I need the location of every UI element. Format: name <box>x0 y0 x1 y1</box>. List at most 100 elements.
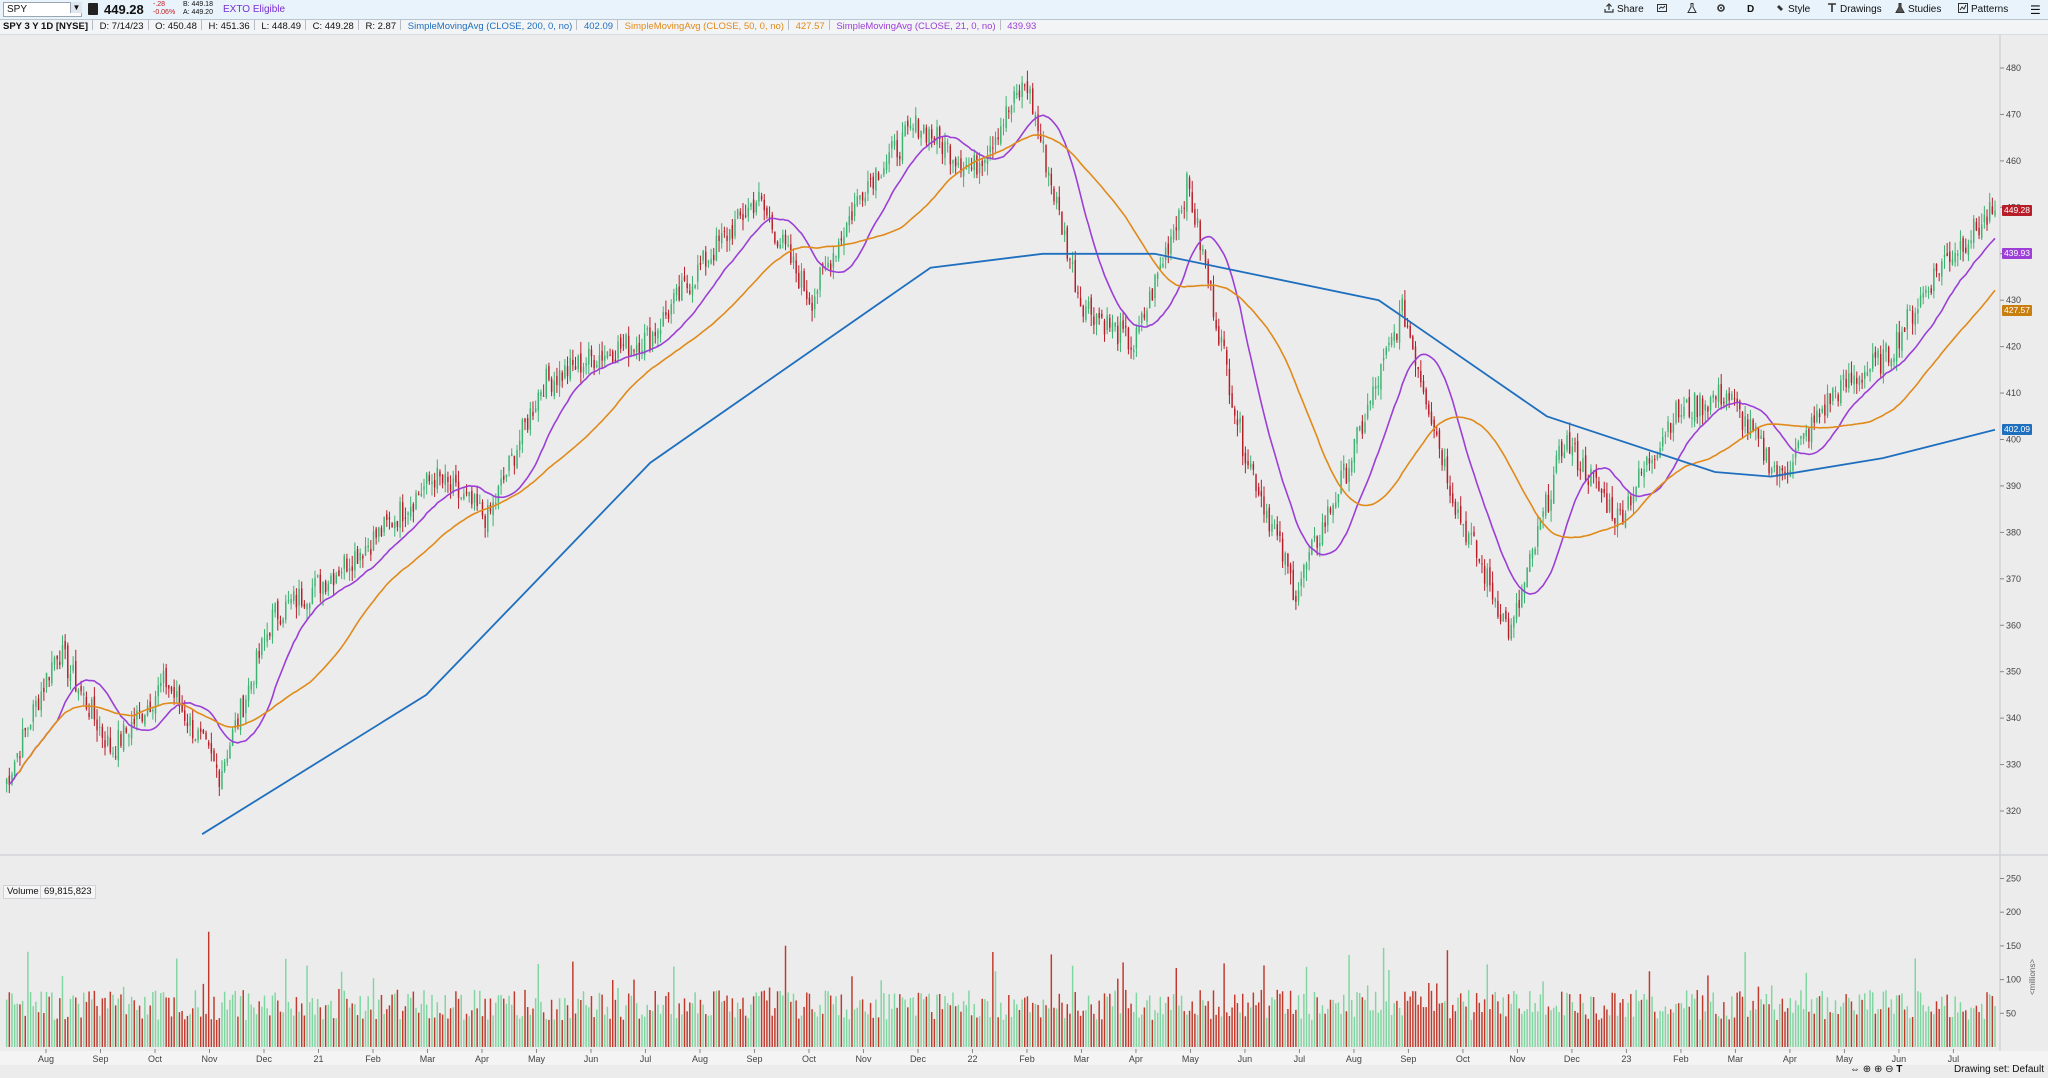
volume-bar <box>213 996 215 1047</box>
study-sma200-label[interactable]: SimpleMovingAvg (CLOSE, 200, 0, no) <box>407 21 573 32</box>
symbol-dropdown-icon[interactable]: ▼ <box>70 2 82 13</box>
volume-bar <box>1398 1007 1401 1047</box>
volume-bar <box>1255 1005 1257 1047</box>
candle-body <box>1114 322 1116 327</box>
candle-body <box>596 365 598 367</box>
volume-bar <box>1417 1004 1419 1047</box>
candle-body <box>1592 472 1595 474</box>
volume-bar <box>1396 1000 1398 1047</box>
candle-body <box>845 223 848 237</box>
volume-bar <box>1781 998 1784 1047</box>
price-volume-chart[interactable]: 4804704604504404304204104003903803703603… <box>0 35 2048 1078</box>
drawing-set-label[interactable]: Drawing set: Default <box>1953 1064 2044 1075</box>
candle-body <box>1757 427 1760 439</box>
volume-bar <box>1887 1007 1890 1047</box>
volume-bar <box>736 1002 739 1047</box>
chart-area[interactable]: 4804704604504404304204104003903803703603… <box>0 35 2048 1078</box>
candle-body <box>1380 363 1382 390</box>
volume-bar <box>322 1019 324 1047</box>
candle-body <box>1542 511 1544 517</box>
volume-bar <box>1319 1013 1321 1047</box>
price-tick-label: 430 <box>2006 295 2021 305</box>
volume-bar <box>933 1018 936 1047</box>
candle-body <box>561 372 563 381</box>
candle-body <box>694 284 696 288</box>
candle-body <box>1632 494 1635 504</box>
study-sma50-label[interactable]: SimpleMovingAvg (CLOSE, 50, 0, no) <box>624 21 784 32</box>
volume-bar <box>61 976 64 1047</box>
candle-body <box>1140 313 1143 323</box>
document-icon[interactable] <box>88 3 98 15</box>
drawings-button[interactable]: Drawings <box>1827 3 1882 17</box>
candle-body <box>909 126 912 129</box>
volume-bar <box>1196 1014 1199 1047</box>
candle-body <box>253 683 255 685</box>
candle-body <box>1295 595 1297 603</box>
volume-bar <box>1135 992 1138 1047</box>
candle-body <box>1991 206 1994 214</box>
candle-body <box>1252 464 1255 470</box>
candle-body <box>346 558 348 572</box>
candle-body <box>16 753 19 758</box>
volume-bar <box>928 993 930 1047</box>
study-sma21-label[interactable]: SimpleMovingAvg (CLOSE, 21, 0, no) <box>836 21 996 32</box>
exto-eligible-link[interactable]: EXTO Eligible <box>223 4 286 15</box>
candle-body <box>720 232 723 244</box>
settings-button[interactable] <box>1716 3 1729 17</box>
candle-body <box>997 137 999 140</box>
candle-body <box>532 411 534 416</box>
volume-bar <box>1332 999 1334 1047</box>
candle-body <box>1853 375 1855 385</box>
time-tick-label: Feb <box>1019 1054 1035 1064</box>
volume-bar <box>909 998 912 1047</box>
candle-body <box>330 575 332 584</box>
candle-body <box>1802 433 1805 439</box>
zoom-controls[interactable]: ⇔ ⊕ ⊕ ⊖ T <box>1850 1064 1902 1075</box>
candle-body <box>710 258 712 264</box>
flask-button[interactable] <box>1687 3 1700 17</box>
zoom-in-icon[interactable]: ⊕ <box>1873 1064 1883 1075</box>
crosshair-icon[interactable]: ⊕ <box>1862 1064 1872 1075</box>
time-tick-label: May <box>1836 1054 1854 1064</box>
candle-body <box>1037 114 1039 132</box>
volume-bar <box>439 1012 441 1047</box>
candle-body <box>417 493 420 495</box>
volume-bar <box>625 1005 627 1047</box>
candle-body <box>1340 470 1342 494</box>
pan-arrows-icon[interactable]: ⇔ <box>1850 1064 1860 1075</box>
candle-body <box>271 609 274 638</box>
candle-body <box>1638 468 1640 487</box>
candle-body <box>1417 366 1419 370</box>
candle-body <box>306 604 308 610</box>
candle-body <box>1553 474 1555 504</box>
volume-bar <box>593 1017 595 1047</box>
candle-body <box>1215 319 1217 329</box>
candle-body <box>1829 393 1831 405</box>
patterns-button[interactable]: Patterns <box>1958 3 2008 17</box>
volume-bar <box>223 991 226 1047</box>
volume-bar <box>391 994 393 1047</box>
hamburger-menu-icon[interactable]: ☰ <box>2030 3 2041 17</box>
style-button[interactable]: Style <box>1775 3 1810 17</box>
volume-bar <box>282 1012 284 1047</box>
candle-body <box>1640 472 1643 474</box>
share-button[interactable]: Share <box>1604 3 1644 17</box>
volume-bar <box>460 994 462 1047</box>
text-tool-icon[interactable]: T <box>1896 1064 1903 1075</box>
candle-body <box>1704 404 1706 411</box>
timeframe-button[interactable]: D <box>1747 3 1754 17</box>
volume-bar <box>1101 1019 1103 1047</box>
candle-body <box>5 779 8 785</box>
volume-bar <box>1635 989 1637 1047</box>
candle-body <box>125 728 128 733</box>
chart-title: SPY 3 Y 1D [NYSE] <box>3 21 89 32</box>
candle-body <box>1598 481 1600 491</box>
candle-body <box>423 486 425 490</box>
chart-settings-button[interactable] <box>1657 3 1670 17</box>
volume-bar <box>1576 1012 1579 1047</box>
zoom-out-icon[interactable]: ⊖ <box>1885 1064 1894 1075</box>
time-tick-label: Jul <box>1948 1054 1960 1064</box>
volume-bar <box>1172 994 1175 1047</box>
candle-body <box>263 638 266 640</box>
studies-button[interactable]: Studies <box>1895 3 1941 17</box>
